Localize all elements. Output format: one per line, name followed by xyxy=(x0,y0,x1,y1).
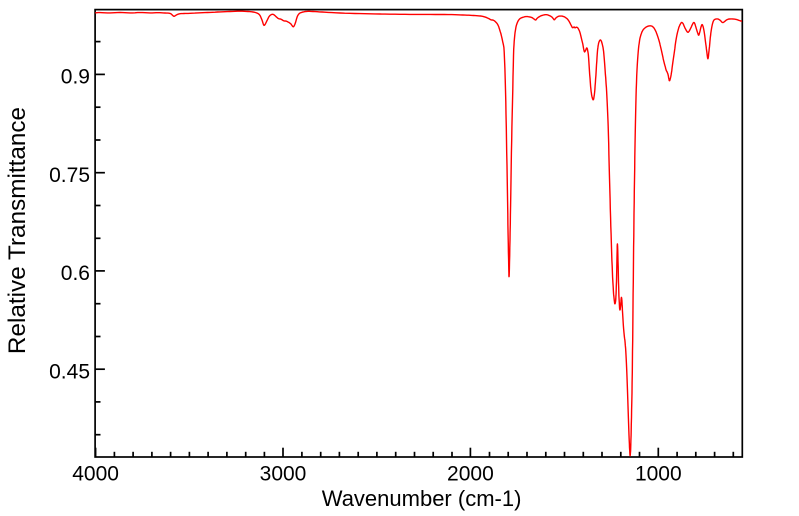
svg-text:0.6: 0.6 xyxy=(61,262,90,285)
svg-text:Relative Transmittance: Relative Transmittance xyxy=(4,107,31,354)
svg-text:3000: 3000 xyxy=(260,463,307,486)
svg-text:0.45: 0.45 xyxy=(49,360,90,383)
svg-text:4000: 4000 xyxy=(72,463,119,486)
svg-text:2000: 2000 xyxy=(447,463,494,486)
svg-text:0.75: 0.75 xyxy=(49,164,90,187)
svg-text:Wavenumber (cm-1): Wavenumber (cm-1) xyxy=(322,486,522,511)
svg-text:1000: 1000 xyxy=(635,463,682,486)
svg-text:0.9: 0.9 xyxy=(61,66,90,89)
